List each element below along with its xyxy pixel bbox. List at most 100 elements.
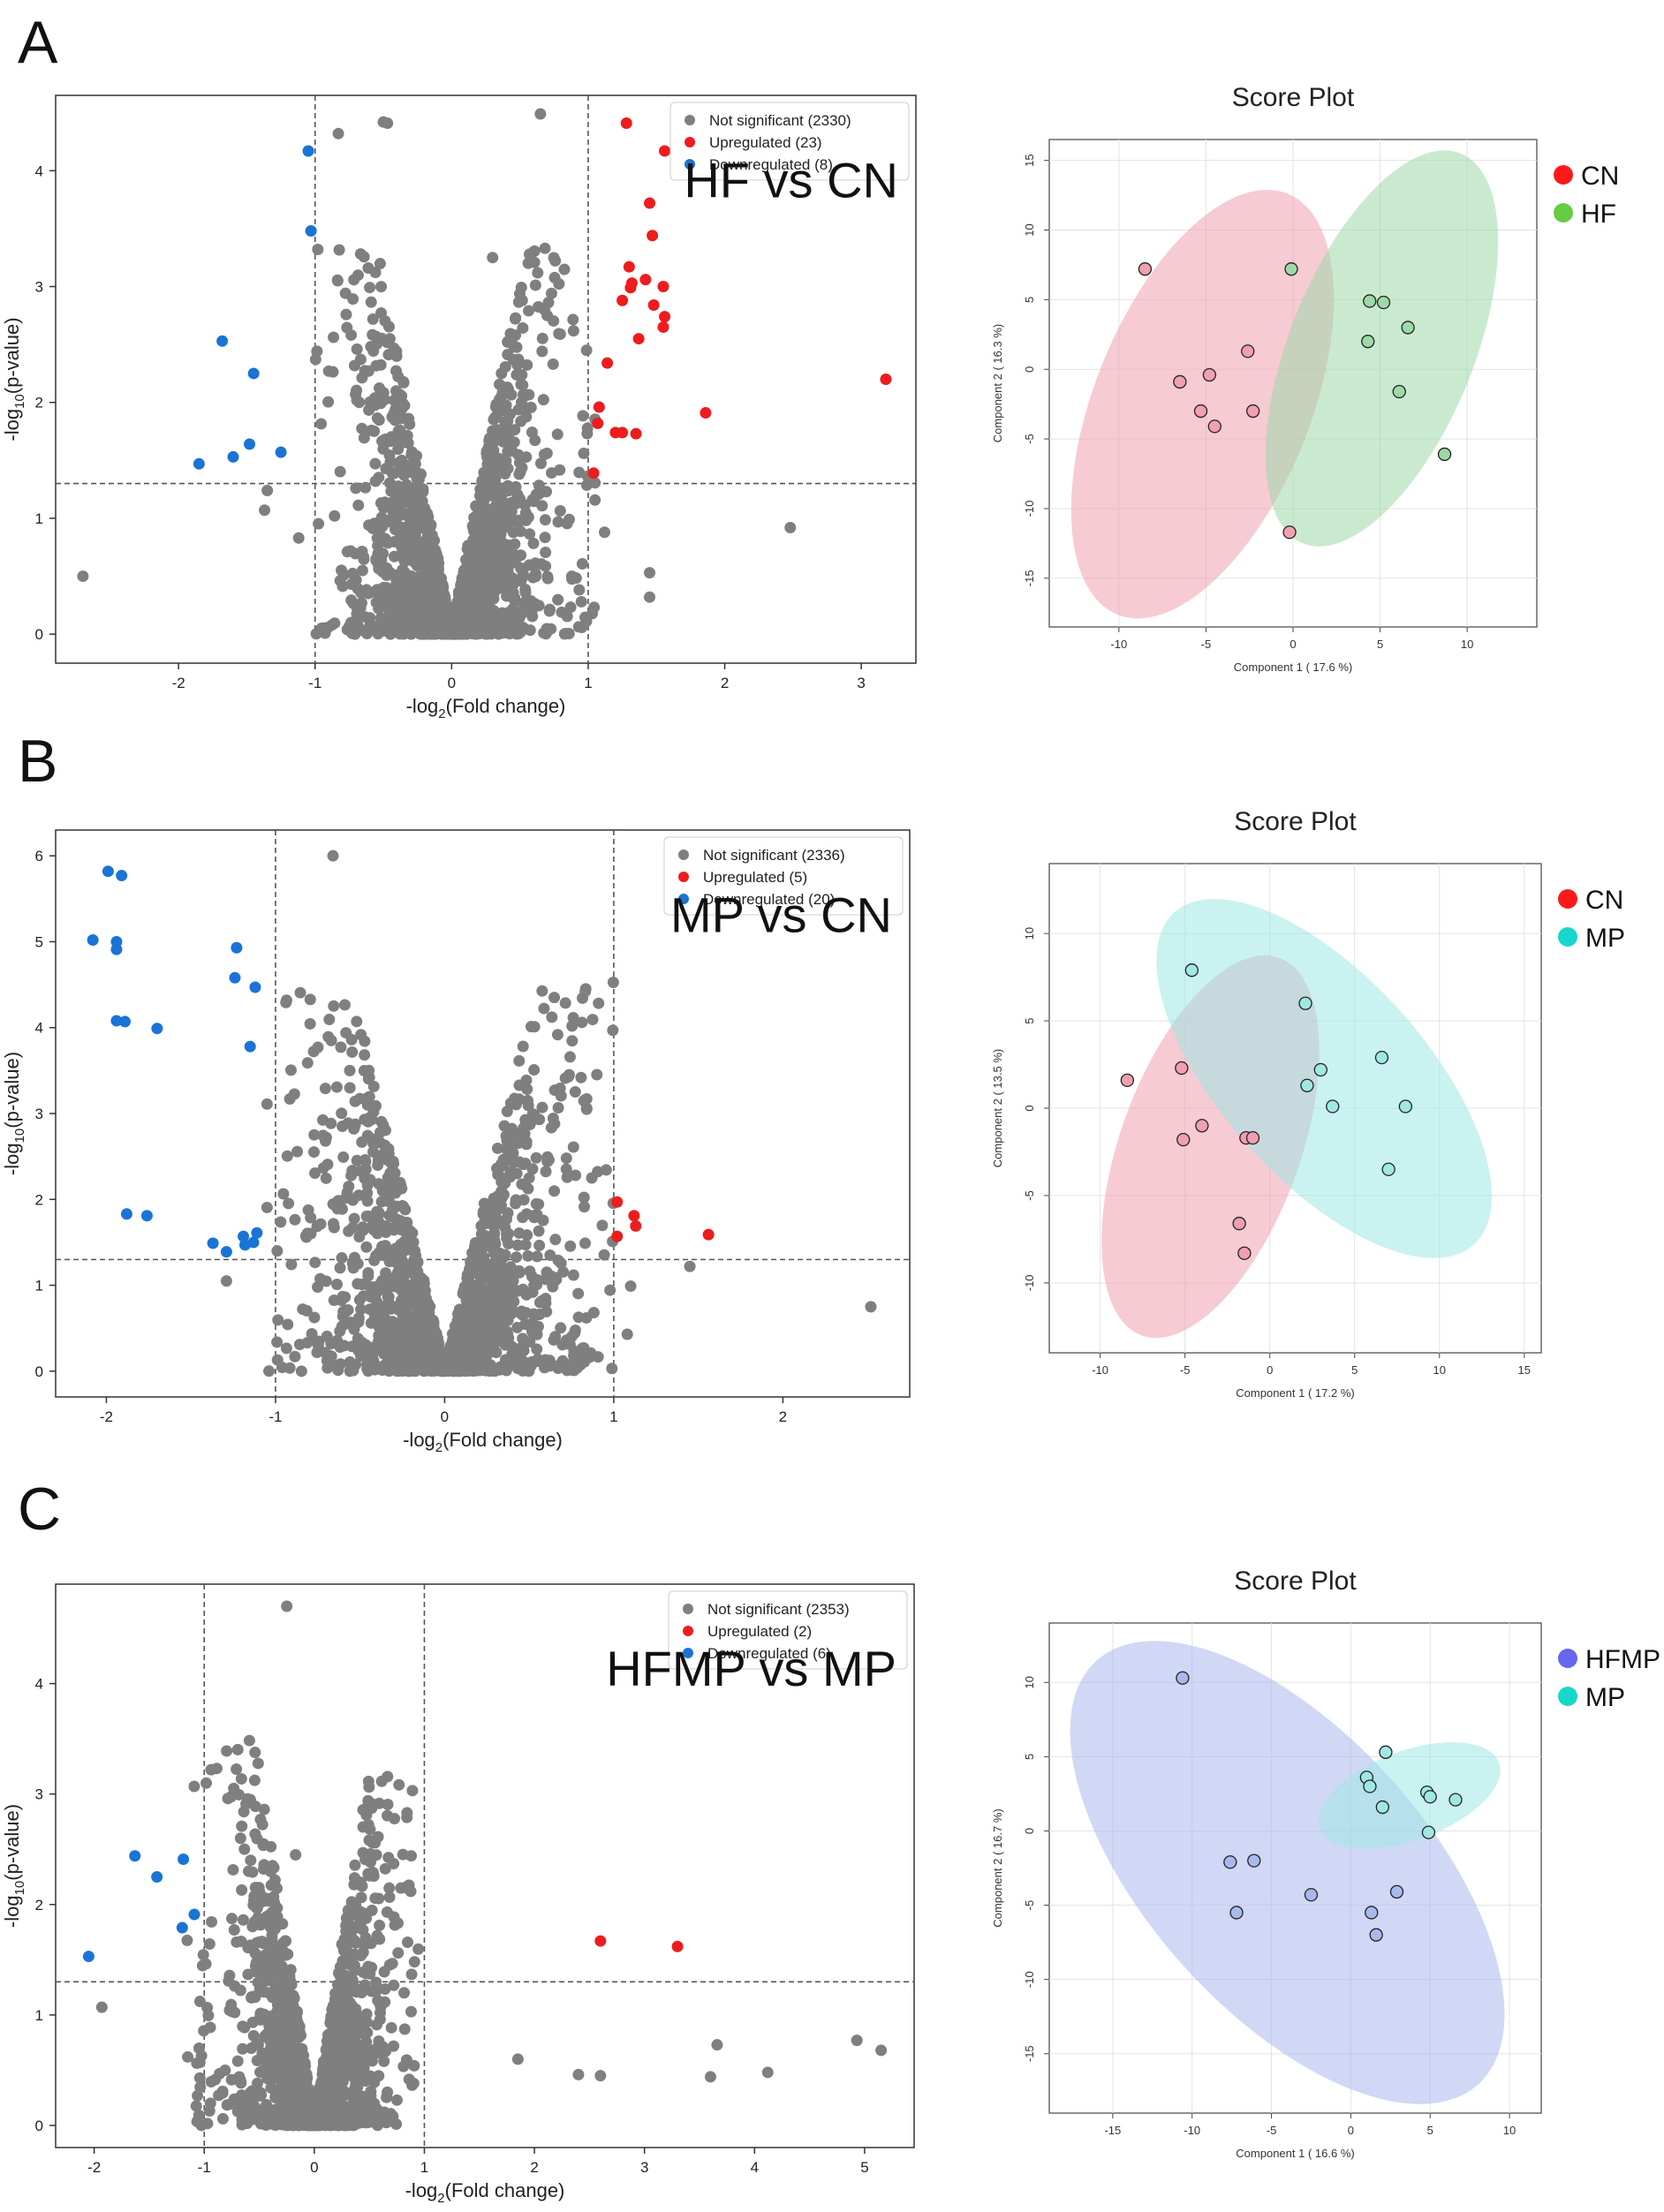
not-significant-point [329,510,341,522]
not-significant-point [462,583,474,595]
not-significant-point [421,573,434,585]
not-significant-point [352,499,365,511]
not-significant-point [575,595,587,608]
not-significant-point [478,544,490,556]
not-significant-point [348,274,360,286]
upregulated-point [700,407,712,419]
not-significant-point [363,519,375,532]
x-tick-label: 3 [857,675,865,691]
upregulated-point [601,357,614,369]
not-significant-point [427,556,440,569]
not-significant-point [539,532,551,544]
not-significant-point [412,473,425,486]
not-significant-point [521,359,533,371]
not-significant-point [388,550,400,562]
not-significant-point [473,565,486,578]
not-significant-point [499,615,511,628]
not-significant-point [495,367,508,380]
not-significant-point [480,447,493,459]
not-significant-point [453,593,465,606]
not-significant-point [539,242,551,254]
not-significant-point [406,614,419,626]
y-tick-label: 0 [35,626,43,643]
not-significant-point [337,569,350,581]
not-significant-point [580,344,593,357]
not-significant-point [540,547,552,559]
downregulated-point [193,457,205,470]
not-significant-point [313,517,325,530]
not-significant-point [533,600,545,612]
not-significant-point [578,447,590,459]
not-significant-point [511,359,524,371]
not-significant-point [517,321,529,334]
upregulated-point [647,299,660,312]
not-significant-point [567,313,579,326]
not-significant-point [514,626,526,638]
not-significant-point [561,610,573,623]
not-significant-point [567,325,579,337]
upregulated-point [657,321,669,333]
not-significant-point [397,521,409,533]
not-significant-point [261,484,274,496]
not-significant-point [589,494,601,506]
not-significant-point [552,516,564,528]
not-significant-point [538,627,550,639]
not-significant-point [382,117,394,129]
not-significant-point [374,397,387,410]
not-significant-point [358,432,370,444]
not-significant-point [541,570,554,583]
not-significant-point [456,627,468,639]
not-significant-point [534,108,547,120]
not-significant-point [467,615,480,628]
not-significant-point [527,537,540,549]
upregulated-point [616,294,629,306]
not-significant-point [468,535,480,547]
upregulated-point [593,401,605,413]
not-significant-point [363,404,375,416]
not-significant-point [553,328,565,340]
not-significant-point [483,507,495,519]
not-significant-point [406,588,419,600]
not-significant-point [526,427,538,439]
not-significant-point [396,498,408,510]
not-significant-point [392,370,405,382]
not-significant-point [509,538,521,550]
not-significant-point [292,532,305,544]
not-significant-point [322,396,335,408]
not-significant-point [365,296,377,308]
not-significant-point [405,515,417,527]
not-significant-point [334,465,346,478]
not-significant-point [512,296,525,308]
x-tick-label: -1 [308,675,321,691]
not-significant-point [554,504,566,517]
not-significant-point [411,449,423,462]
not-significant-point [421,520,434,532]
not-significant-point [398,566,411,578]
not-significant-point [340,308,352,321]
not-significant-point [495,391,507,404]
not-significant-point [457,606,469,618]
not-significant-point [502,463,514,475]
not-significant-point [573,584,586,596]
not-significant-point [516,571,528,584]
not-significant-point [326,619,338,631]
not-significant-point [359,365,371,377]
not-significant-point [554,464,566,476]
not-significant-point [515,525,527,538]
not-significant-point [386,466,398,479]
not-significant-point [537,394,549,406]
upregulated-point [657,281,669,293]
not-significant-point [533,479,545,492]
not-significant-point [541,447,553,459]
not-significant-point [371,412,383,425]
not-significant-point [543,603,556,615]
not-significant-point [375,306,388,319]
downregulated-point [305,225,317,238]
not-significant-point [551,428,563,441]
not-significant-point [416,555,428,567]
not-significant-point [599,526,611,539]
upregulated-point [620,117,632,129]
not-significant-point [536,332,548,344]
not-significant-point [474,490,487,502]
